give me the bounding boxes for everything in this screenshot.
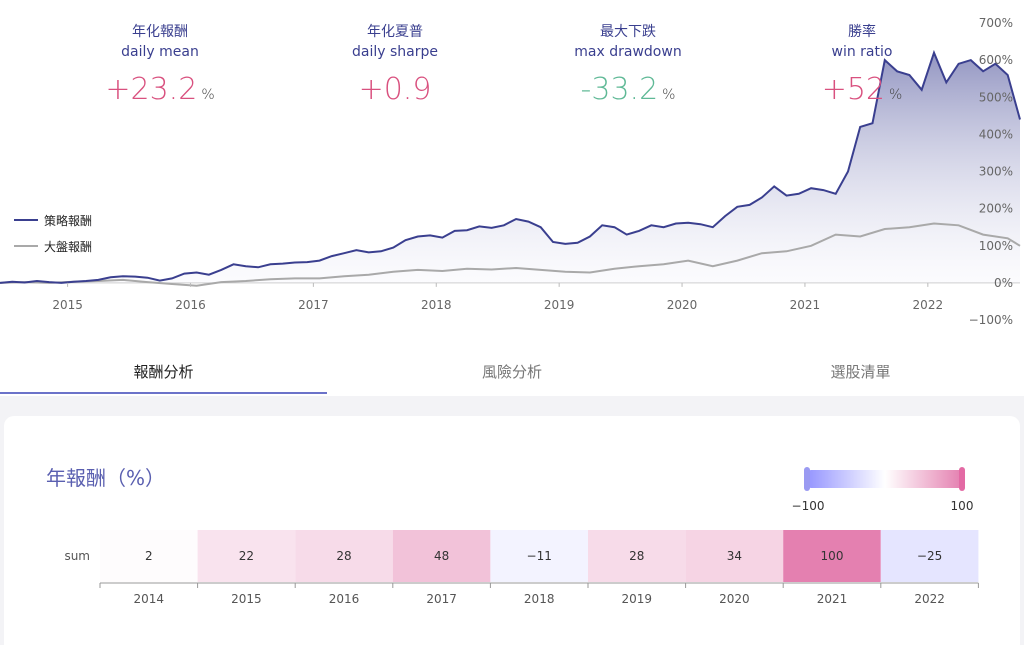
- stat-daily-mean: 年化報酬 daily mean +23.2%: [60, 22, 260, 113]
- y-tick-label: 0%: [994, 276, 1013, 290]
- x-tick-label: 2014: [134, 592, 165, 606]
- y-tick-label: 200%: [979, 202, 1013, 216]
- y-tick-label: −100%: [969, 313, 1013, 327]
- heatmap-title: 年報酬（%）: [46, 466, 166, 490]
- stat-label-zh: 勝率: [848, 24, 876, 40]
- legend-label: 策略報酬: [44, 213, 93, 228]
- stat-win-ratio: 勝率 win ratio +52%: [762, 22, 962, 113]
- legend-swatch: [14, 219, 38, 221]
- x-tick-label: 2020: [667, 298, 698, 312]
- stat-label-en: win ratio: [831, 44, 893, 60]
- x-tick-label: 2017: [298, 298, 329, 312]
- heatmap-cell-label: −11: [527, 549, 552, 563]
- heatmap-cell-label: 28: [629, 549, 644, 563]
- tab-risk-analysis[interactable]: 風險分析: [481, 363, 542, 381]
- colorbar-handle-min: [804, 467, 810, 491]
- stat-number: -33.2: [580, 72, 659, 107]
- x-tick-label: 2015: [52, 298, 83, 312]
- legend-item-market[interactable]: 大盤報酬: [14, 233, 92, 259]
- x-tick-label: 2021: [817, 592, 848, 606]
- heatmap-cell-label: 28: [336, 549, 351, 563]
- stat-label-en: max drawdown: [574, 44, 682, 60]
- stat-value: -33.2%: [528, 72, 728, 113]
- legend-swatch: [14, 245, 38, 247]
- stat-label-zh: 最大下跌: [600, 24, 656, 40]
- stat-number: +0.9: [358, 72, 432, 107]
- y-tick-label: 100%: [979, 239, 1013, 253]
- y-tick-label: 500%: [979, 90, 1013, 104]
- heatmap-cell-label: −25: [917, 549, 942, 563]
- heatmap-cell: [100, 530, 198, 582]
- colorbar: [808, 470, 962, 488]
- stat-value: +52%: [762, 72, 962, 113]
- y-tick-label: 700%: [979, 16, 1013, 30]
- x-tick-label: 2022: [913, 298, 944, 312]
- stat-value: +23.2%: [60, 72, 260, 113]
- x-tick-label: 2018: [421, 298, 452, 312]
- heatmap-cell: [490, 530, 588, 582]
- x-tick-label: 2020: [719, 592, 750, 606]
- heatmap-cell-label: 34: [727, 549, 742, 563]
- x-tick-label: 2016: [175, 298, 206, 312]
- y-tick-label: 400%: [979, 127, 1013, 141]
- heatmap-cell: [685, 530, 784, 582]
- x-tick-label: 2018: [524, 592, 555, 606]
- row-label: sum: [64, 549, 90, 563]
- heatmap-cell: [295, 530, 393, 582]
- stat-max-drawdown: 最大下跌 max drawdown -33.2%: [528, 22, 728, 113]
- heatmap-cell: [783, 530, 881, 582]
- stat-unit: %: [201, 87, 215, 103]
- heatmap-cell-label: 2: [145, 549, 153, 563]
- x-tick-label: 2016: [329, 592, 360, 606]
- colorbar-min-label: −100: [792, 499, 825, 513]
- heatmap-cell: [197, 530, 296, 582]
- tab-stock-list[interactable]: 選股清單: [830, 363, 891, 381]
- heatmap-cell-label: 22: [239, 549, 254, 563]
- y-tick-label: 300%: [979, 165, 1013, 179]
- stat-number: +52: [821, 72, 885, 107]
- colorbar-max-label: 100: [951, 499, 974, 513]
- heatmap-cell: [588, 530, 686, 582]
- x-tick-label: 2017: [426, 592, 457, 606]
- analysis-tabs: 報酬分析 風險分析 選股清單: [0, 352, 1024, 394]
- heatmap-cell-label: 100: [821, 549, 844, 563]
- stat-unit: %: [889, 87, 903, 103]
- stat-unit: %: [662, 87, 676, 103]
- chart-legend: 策略報酬 大盤報酬: [14, 207, 92, 259]
- cumulative-return-chart: 2015 2016 2017 2018 2019 2020 2021 2022 700% 600%…: [0, 16, 1021, 327]
- x-tick-label: 2019: [544, 298, 575, 312]
- heatmap-cell: [880, 530, 979, 582]
- x-tick-label: 2021: [790, 298, 821, 312]
- colorbar-handle-max: [959, 467, 965, 491]
- stat-daily-sharpe: 年化夏普 daily sharpe +0.9: [295, 22, 495, 108]
- annual-return-heatmap: −100 100 sum 2 2014 22 2015 28 2016 48 2017 −11 2018…: [64, 467, 979, 606]
- legend-item-strategy[interactable]: 策略報酬: [14, 207, 92, 233]
- x-tick-label: 2019: [622, 592, 653, 606]
- heatmap-cell-label: 48: [434, 549, 449, 563]
- legend-label: 大盤報酬: [44, 239, 93, 254]
- x-tick-label: 2015: [231, 592, 262, 606]
- y-tick-label: 600%: [979, 53, 1013, 67]
- x-tick-label: 2022: [914, 592, 945, 606]
- stat-label-en: daily mean: [121, 44, 199, 60]
- strategy-line: [0, 49, 1021, 284]
- heatmap-cell: [392, 530, 491, 582]
- stat-label-zh: 年化夏普: [367, 24, 423, 40]
- market-line: [0, 222, 1021, 287]
- stat-number: +23.2: [105, 72, 198, 107]
- strategy-area: [0, 52, 1020, 283]
- stat-label-zh: 年化報酬: [132, 24, 188, 40]
- stat-value: +0.9: [295, 72, 495, 108]
- stat-label-en: daily sharpe: [352, 44, 438, 60]
- tab-return-analysis[interactable]: 報酬分析: [0, 352, 327, 394]
